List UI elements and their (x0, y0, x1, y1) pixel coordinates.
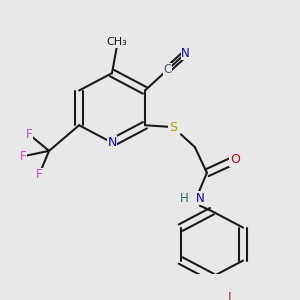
Text: F: F (36, 168, 42, 181)
Text: F: F (26, 128, 32, 141)
Text: C: C (164, 63, 172, 76)
Text: N: N (181, 47, 190, 60)
Text: S: S (169, 121, 177, 134)
Text: H: H (179, 192, 188, 205)
Text: N: N (107, 136, 117, 149)
Text: CH₃: CH₃ (106, 37, 128, 47)
Text: I: I (228, 291, 232, 300)
Text: N: N (196, 192, 204, 205)
Text: F: F (20, 150, 26, 163)
Text: O: O (230, 154, 240, 166)
